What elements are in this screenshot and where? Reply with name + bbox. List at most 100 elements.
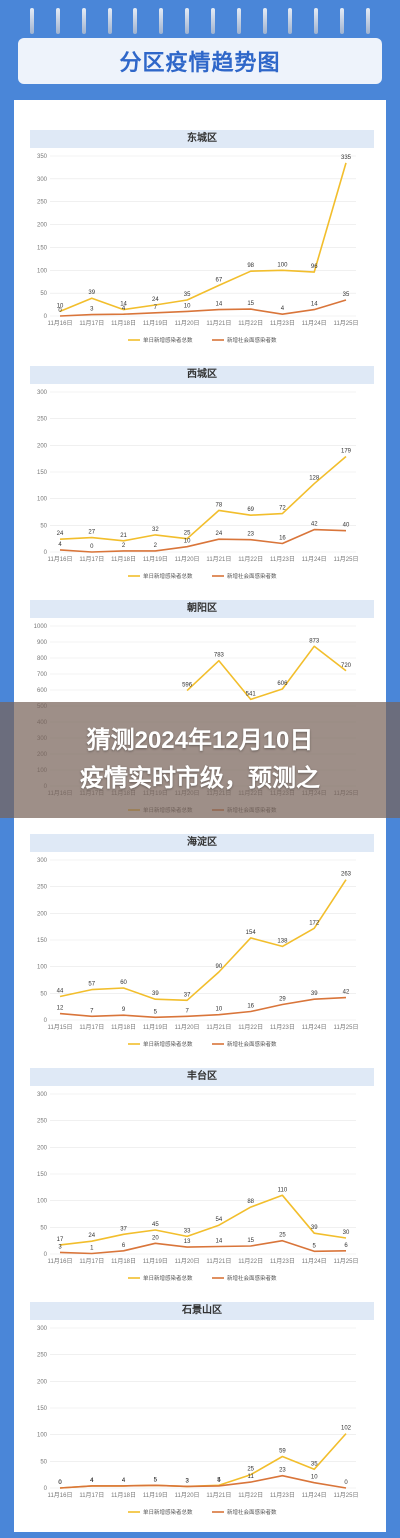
data-label: 6 (122, 1243, 126, 1249)
y-tick-label: 200 (37, 1379, 48, 1385)
data-label: 10 (216, 1007, 223, 1013)
data-label: 15 (247, 301, 254, 307)
data-label: 24 (216, 531, 223, 537)
x-tick-label: 11月22日 (238, 1258, 263, 1265)
data-label: 10 (57, 303, 64, 309)
data-label: 541 (246, 691, 257, 697)
x-tick-label: 11月23日 (270, 1492, 295, 1499)
series-line (59, 455, 347, 542)
data-label: 37 (120, 1226, 127, 1232)
data-label: 102 (341, 1426, 352, 1432)
y-tick-label: 700 (37, 672, 48, 678)
data-label: 9 (122, 1007, 126, 1013)
y-tick-label: 50 (40, 1459, 47, 1465)
binder-ring (314, 8, 319, 34)
data-label: 0 (90, 544, 94, 550)
y-tick-label: 150 (37, 470, 48, 476)
chart-title: 石景山区 (30, 1302, 374, 1320)
data-label: 0 (58, 308, 62, 314)
x-tick-label: 11月16日 (48, 320, 73, 327)
data-label: 57 (88, 982, 95, 988)
data-label: 10 (184, 539, 191, 545)
series-line (59, 996, 347, 1019)
data-label: 4 (122, 306, 126, 312)
x-tick-label: 11月22日 (238, 1024, 263, 1031)
data-label: 15 (247, 1238, 254, 1244)
data-label: 4 (90, 1478, 94, 1484)
x-tick-label: 11月17日 (79, 556, 104, 563)
data-label: 7 (90, 1008, 94, 1014)
data-label: 138 (277, 938, 288, 944)
data-label: 25 (184, 531, 191, 537)
y-tick-label: 800 (37, 656, 48, 662)
series-line (186, 645, 347, 701)
data-label: 16 (247, 1003, 254, 1009)
data-label: 44 (57, 989, 64, 995)
data-label: 45 (152, 1222, 159, 1228)
data-label: 17 (57, 1237, 64, 1243)
legend-label: 单日新增感染者总数 (143, 1508, 193, 1516)
y-tick-label: 350 (37, 154, 48, 160)
binder-ring (288, 8, 293, 34)
x-tick-label: 11月17日 (79, 320, 104, 327)
y-tick-label: 200 (37, 443, 48, 449)
data-label: 35 (184, 292, 191, 298)
data-label: 5 (154, 1009, 158, 1015)
y-tick-label: 100 (37, 268, 48, 274)
data-label: 59 (279, 1449, 286, 1455)
data-label: 0 (58, 1480, 62, 1486)
data-label: 3 (185, 1478, 189, 1484)
chart-panel: 海淀区 0 50 100 150 200 250 300 11月15日 11月17日 11月18日 1… (30, 834, 374, 1070)
y-tick-label: 100 (37, 965, 48, 971)
y-tick-label: 250 (37, 885, 48, 891)
data-label: 40 (343, 523, 350, 529)
x-tick-label: 11月19日 (143, 320, 168, 327)
headline-line-2: 疫情实时市级，预测之 (80, 765, 320, 792)
x-tick-label: 11月23日 (270, 1258, 295, 1265)
y-tick-label: 200 (37, 1145, 48, 1151)
legend-label: 新增社会面感染者数 (227, 1508, 277, 1516)
x-tick-label: 11月24日 (302, 556, 327, 563)
x-tick-label: 11月21日 (206, 1258, 231, 1265)
series-line (59, 528, 347, 553)
data-label: 23 (279, 1468, 286, 1474)
x-tick-label: 11月23日 (270, 1024, 295, 1031)
x-tick-label: 11月20日 (175, 320, 200, 327)
x-tick-label: 11月15日 (48, 1024, 73, 1031)
legend-label: 单日新增感染者总数 (143, 336, 193, 344)
y-tick-label: 150 (37, 938, 48, 944)
y-tick-label: 250 (37, 1353, 48, 1359)
data-label: 606 (277, 681, 288, 687)
data-label: 42 (311, 522, 318, 528)
x-tick-label: 11月23日 (270, 320, 295, 327)
binder-ring (365, 8, 370, 34)
x-tick-label: 11月22日 (238, 556, 263, 563)
data-label: 67 (216, 277, 223, 283)
binder-ring (185, 8, 190, 34)
data-label: 35 (311, 1461, 318, 1467)
chart-panel: 西城区 0 50 100 150 200 250 300 11月16日 11月17日 11月18日 1… (30, 366, 374, 602)
data-label: 78 (216, 502, 223, 508)
data-label: 24 (88, 1233, 95, 1239)
x-tick-label: 11月18日 (111, 320, 136, 327)
x-tick-label: 11月24日 (302, 320, 327, 327)
data-label: 2 (154, 543, 158, 549)
binder-ring (236, 8, 241, 34)
data-label: 5 (313, 1243, 317, 1249)
data-label: 24 (152, 297, 159, 303)
data-label: 24 (57, 531, 64, 537)
y-tick-label: 100 (37, 1199, 48, 1205)
data-label: 7 (185, 1008, 189, 1014)
x-tick-label: 11月19日 (143, 556, 168, 563)
chart-title: 朝阳区 (30, 600, 374, 618)
data-label: 14 (311, 302, 318, 308)
legend-label: 新增社会面感染者数 (227, 1274, 277, 1282)
y-tick-label: 300 (37, 177, 48, 183)
data-label: 783 (214, 653, 225, 659)
x-tick-label: 11月25日 (334, 1492, 359, 1499)
binder-ring (107, 8, 112, 34)
data-label: 37 (184, 992, 191, 998)
x-tick-label: 11月16日 (48, 1258, 73, 1265)
binder-ring (30, 8, 34, 34)
